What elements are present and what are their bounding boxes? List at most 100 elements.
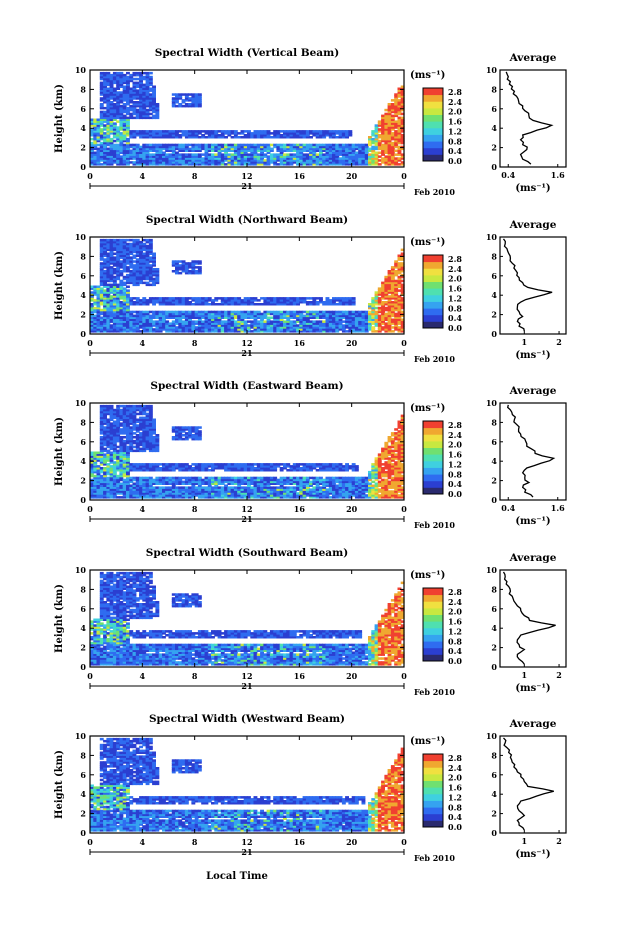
heatmap-cell bbox=[142, 441, 147, 445]
heatmap-cell bbox=[394, 266, 399, 269]
heatmap-cell bbox=[112, 114, 117, 118]
heatmap-cell bbox=[109, 122, 114, 125]
heatmap-cell bbox=[312, 132, 317, 135]
heatmap-cell bbox=[171, 320, 176, 323]
heatmap-cell bbox=[335, 324, 340, 327]
heatmap-cell bbox=[171, 314, 176, 318]
heatmap-cell bbox=[116, 326, 121, 329]
heatmap-cell bbox=[162, 316, 166, 319]
heatmap-cell bbox=[106, 480, 111, 484]
heatmap-cell bbox=[322, 153, 327, 156]
colorbar-tick-label: 2.0 bbox=[448, 107, 462, 117]
heatmap-cell bbox=[148, 406, 153, 410]
heatmap-cell bbox=[122, 122, 127, 125]
heatmap-cell bbox=[286, 157, 291, 160]
heatmap-cell bbox=[374, 157, 379, 160]
heatmap-cell bbox=[237, 145, 242, 149]
heatmap-cell bbox=[96, 457, 101, 460]
heatmap-cell bbox=[139, 262, 143, 265]
heatmap-cell bbox=[96, 482, 101, 485]
heatmap-cell bbox=[155, 157, 160, 160]
heatmap-cell bbox=[273, 145, 278, 149]
heatmap-cell bbox=[240, 316, 245, 319]
heatmap-cell bbox=[387, 299, 392, 302]
heatmap-cell bbox=[260, 155, 264, 158]
heatmap-cell bbox=[106, 252, 111, 255]
heatmap-cell bbox=[103, 85, 107, 88]
heatmap-cell bbox=[299, 145, 304, 149]
heatmap-cell bbox=[142, 316, 147, 319]
heatmap-cell bbox=[286, 153, 291, 156]
heatmap-cell bbox=[158, 494, 163, 497]
heatmap-cell bbox=[119, 455, 124, 458]
heatmap-cell bbox=[211, 299, 215, 302]
heatmap-cell bbox=[309, 326, 313, 329]
heatmap-cell bbox=[109, 101, 114, 104]
heatmap-cell bbox=[112, 103, 117, 106]
heatmap-cell bbox=[139, 496, 143, 499]
heatmap-cell bbox=[224, 155, 228, 158]
heatmap-cell bbox=[361, 147, 366, 151]
heatmap-cell bbox=[214, 157, 219, 160]
heatmap-cell bbox=[240, 147, 245, 151]
heatmap-cell bbox=[139, 434, 143, 437]
heatmap-cell bbox=[381, 116, 385, 120]
heatmap-cell bbox=[397, 126, 402, 129]
heatmap-cell bbox=[96, 137, 101, 141]
heatmap-cell bbox=[142, 153, 147, 156]
heatmap-cell bbox=[142, 418, 147, 421]
heatmap-cell bbox=[178, 130, 183, 133]
heatmap-cell bbox=[119, 95, 124, 98]
heatmap-cell bbox=[155, 439, 160, 443]
heatmap-cell bbox=[139, 81, 143, 85]
heatmap-cell bbox=[122, 463, 127, 466]
heatmap-cell bbox=[148, 326, 153, 329]
heatmap-cell bbox=[390, 147, 395, 151]
heatmap-cell bbox=[142, 322, 147, 325]
heatmap-cell bbox=[119, 297, 124, 300]
heatmap-cell bbox=[106, 472, 111, 476]
heatmap-cell bbox=[106, 299, 111, 302]
colorbar-swatch bbox=[423, 88, 443, 96]
heatmap-cell bbox=[119, 453, 124, 456]
heatmap-cell bbox=[305, 161, 310, 164]
heatmap-cell bbox=[162, 145, 166, 149]
heatmap-cell bbox=[109, 262, 114, 265]
heatmap-cell bbox=[204, 326, 209, 329]
heatmap-cell bbox=[181, 157, 186, 160]
heatmap-cell bbox=[168, 153, 173, 156]
heatmap-cell bbox=[96, 312, 101, 316]
heatmap-cell bbox=[214, 324, 219, 327]
heatmap-cell bbox=[289, 316, 294, 319]
heatmap-cell bbox=[178, 260, 183, 263]
heatmap-cell bbox=[103, 114, 107, 118]
y-tick-label: 6 bbox=[80, 104, 86, 114]
heatmap-cell bbox=[122, 480, 127, 484]
heatmap-cell bbox=[122, 469, 127, 472]
heatmap-cell bbox=[178, 314, 183, 318]
heatmap-cell bbox=[175, 130, 179, 133]
heatmap-cell bbox=[112, 159, 117, 162]
heatmap-cell bbox=[142, 130, 147, 133]
heatmap-cell bbox=[132, 426, 137, 429]
heatmap-cell bbox=[119, 254, 124, 257]
heatmap-cell bbox=[99, 322, 104, 325]
heatmap-cell bbox=[165, 482, 170, 485]
heatmap-cell bbox=[126, 488, 130, 491]
heatmap-cell bbox=[126, 279, 130, 283]
heatmap-cell bbox=[338, 326, 343, 329]
heatmap-cell bbox=[384, 145, 389, 149]
heatmap-cell bbox=[93, 128, 98, 131]
heatmap-cell bbox=[90, 328, 94, 331]
average-x-label: (ms⁻¹) bbox=[515, 350, 550, 361]
heatmap-cell bbox=[119, 410, 124, 414]
heatmap-cell bbox=[387, 110, 392, 114]
heatmap-cell bbox=[165, 316, 170, 319]
heatmap-cell bbox=[211, 159, 215, 162]
heatmap-cell bbox=[260, 143, 264, 147]
heatmap-cell bbox=[132, 414, 137, 418]
heatmap-cell bbox=[322, 132, 327, 135]
heatmap-cell bbox=[371, 130, 376, 133]
heatmap-cell bbox=[129, 73, 134, 77]
heatmap-cell bbox=[335, 155, 340, 158]
